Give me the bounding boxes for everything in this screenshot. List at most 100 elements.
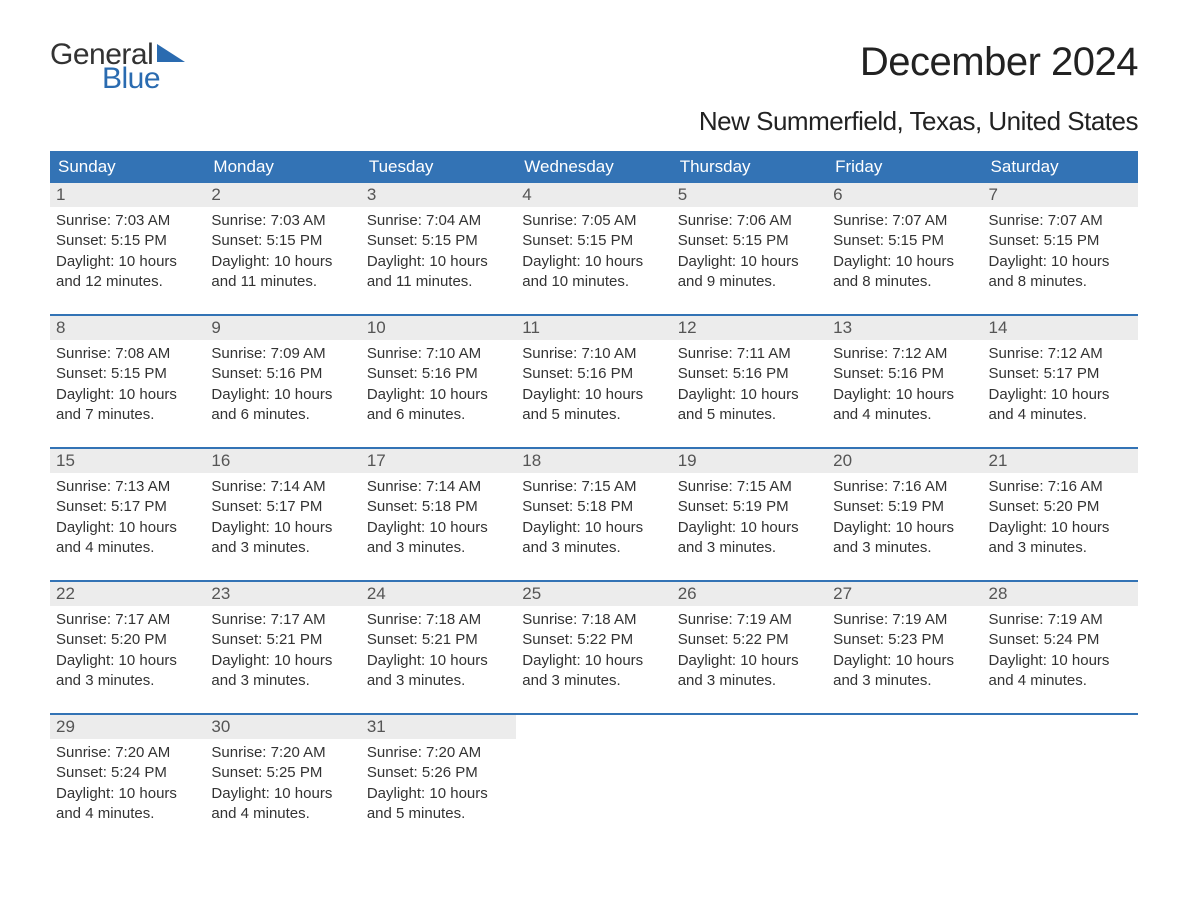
page-subtitle: New Summerfield, Texas, United States <box>50 106 1138 137</box>
day-number: 7 <box>983 183 1138 207</box>
daylight-text: Daylight: 10 hours and 12 minutes. <box>56 252 199 293</box>
day-number: 17 <box>361 449 516 473</box>
sunrise-text: Sunrise: 7:03 AM <box>56 211 199 231</box>
sunrise-text: Sunrise: 7:16 AM <box>833 477 976 497</box>
sunrise-text: Sunrise: 7:07 AM <box>833 211 976 231</box>
sunset-text: Sunset: 5:23 PM <box>833 630 976 650</box>
calendar-day: 27Sunrise: 7:19 AMSunset: 5:23 PMDayligh… <box>827 582 982 695</box>
day-number: 24 <box>361 582 516 606</box>
day-number: 30 <box>205 715 360 739</box>
daylight-text: Daylight: 10 hours and 4 minutes. <box>833 385 976 426</box>
daylight-text: Daylight: 10 hours and 4 minutes. <box>56 518 199 559</box>
day-body: Sunrise: 7:16 AMSunset: 5:19 PMDaylight:… <box>827 473 982 562</box>
sunset-text: Sunset: 5:24 PM <box>56 763 199 783</box>
header: General Blue December 2024 <box>50 40 1138 94</box>
sunset-text: Sunset: 5:15 PM <box>522 231 665 251</box>
daylight-text: Daylight: 10 hours and 6 minutes. <box>367 385 510 426</box>
day-body: Sunrise: 7:04 AMSunset: 5:15 PMDaylight:… <box>361 207 516 296</box>
day-body: Sunrise: 7:20 AMSunset: 5:26 PMDaylight:… <box>361 739 516 828</box>
sunrise-text: Sunrise: 7:06 AM <box>678 211 821 231</box>
calendar-day: 25Sunrise: 7:18 AMSunset: 5:22 PMDayligh… <box>516 582 671 695</box>
daylight-text: Daylight: 10 hours and 5 minutes. <box>522 385 665 426</box>
sunrise-text: Sunrise: 7:19 AM <box>989 610 1132 630</box>
sunrise-text: Sunrise: 7:15 AM <box>522 477 665 497</box>
calendar-day: 21Sunrise: 7:16 AMSunset: 5:20 PMDayligh… <box>983 449 1138 562</box>
day-number: 18 <box>516 449 671 473</box>
sunset-text: Sunset: 5:18 PM <box>367 497 510 517</box>
sunset-text: Sunset: 5:25 PM <box>211 763 354 783</box>
daylight-text: Daylight: 10 hours and 5 minutes. <box>678 385 821 426</box>
sunset-text: Sunset: 5:16 PM <box>833 364 976 384</box>
daylight-text: Daylight: 10 hours and 11 minutes. <box>367 252 510 293</box>
day-number: 8 <box>50 316 205 340</box>
calendar-day <box>672 715 827 828</box>
day-number: 19 <box>672 449 827 473</box>
day-body: Sunrise: 7:18 AMSunset: 5:21 PMDaylight:… <box>361 606 516 695</box>
page-title: December 2024 <box>860 40 1138 85</box>
calendar-day: 13Sunrise: 7:12 AMSunset: 5:16 PMDayligh… <box>827 316 982 429</box>
sunrise-text: Sunrise: 7:05 AM <box>522 211 665 231</box>
day-number: 27 <box>827 582 982 606</box>
day-number: 12 <box>672 316 827 340</box>
calendar-week: 29Sunrise: 7:20 AMSunset: 5:24 PMDayligh… <box>50 713 1138 828</box>
sunset-text: Sunset: 5:22 PM <box>522 630 665 650</box>
daylight-text: Daylight: 10 hours and 3 minutes. <box>678 518 821 559</box>
day-body: Sunrise: 7:14 AMSunset: 5:17 PMDaylight:… <box>205 473 360 562</box>
day-number: 20 <box>827 449 982 473</box>
sunrise-text: Sunrise: 7:14 AM <box>211 477 354 497</box>
day-body: Sunrise: 7:03 AMSunset: 5:15 PMDaylight:… <box>50 207 205 296</box>
sunrise-text: Sunrise: 7:20 AM <box>211 743 354 763</box>
calendar-day: 1Sunrise: 7:03 AMSunset: 5:15 PMDaylight… <box>50 183 205 296</box>
daylight-text: Daylight: 10 hours and 3 minutes. <box>833 651 976 692</box>
day-number: 29 <box>50 715 205 739</box>
daylight-text: Daylight: 10 hours and 3 minutes. <box>989 518 1132 559</box>
daylight-text: Daylight: 10 hours and 3 minutes. <box>522 651 665 692</box>
calendar-day: 22Sunrise: 7:17 AMSunset: 5:20 PMDayligh… <box>50 582 205 695</box>
day-body: Sunrise: 7:14 AMSunset: 5:18 PMDaylight:… <box>361 473 516 562</box>
sunset-text: Sunset: 5:16 PM <box>367 364 510 384</box>
daylight-text: Daylight: 10 hours and 8 minutes. <box>833 252 976 293</box>
calendar-day: 14Sunrise: 7:12 AMSunset: 5:17 PMDayligh… <box>983 316 1138 429</box>
sunrise-text: Sunrise: 7:11 AM <box>678 344 821 364</box>
day-number: 3 <box>361 183 516 207</box>
daylight-text: Daylight: 10 hours and 3 minutes. <box>522 518 665 559</box>
day-body: Sunrise: 7:19 AMSunset: 5:24 PMDaylight:… <box>983 606 1138 695</box>
sunrise-text: Sunrise: 7:03 AM <box>211 211 354 231</box>
sunrise-text: Sunrise: 7:20 AM <box>367 743 510 763</box>
day-number: 6 <box>827 183 982 207</box>
sunset-text: Sunset: 5:15 PM <box>678 231 821 251</box>
day-number: 11 <box>516 316 671 340</box>
calendar-day: 16Sunrise: 7:14 AMSunset: 5:17 PMDayligh… <box>205 449 360 562</box>
day-body: Sunrise: 7:12 AMSunset: 5:16 PMDaylight:… <box>827 340 982 429</box>
calendar-day: 9Sunrise: 7:09 AMSunset: 5:16 PMDaylight… <box>205 316 360 429</box>
day-of-week-cell: Saturday <box>983 151 1138 183</box>
day-body: Sunrise: 7:18 AMSunset: 5:22 PMDaylight:… <box>516 606 671 695</box>
sunset-text: Sunset: 5:20 PM <box>56 630 199 650</box>
sunset-text: Sunset: 5:15 PM <box>833 231 976 251</box>
calendar-day: 11Sunrise: 7:10 AMSunset: 5:16 PMDayligh… <box>516 316 671 429</box>
sunrise-text: Sunrise: 7:10 AM <box>522 344 665 364</box>
daylight-text: Daylight: 10 hours and 3 minutes. <box>211 518 354 559</box>
sunset-text: Sunset: 5:15 PM <box>56 364 199 384</box>
sunrise-text: Sunrise: 7:12 AM <box>989 344 1132 364</box>
day-of-week-cell: Monday <box>205 151 360 183</box>
day-of-week-cell: Wednesday <box>516 151 671 183</box>
sunset-text: Sunset: 5:17 PM <box>56 497 199 517</box>
calendar-day <box>516 715 671 828</box>
calendar-day: 31Sunrise: 7:20 AMSunset: 5:26 PMDayligh… <box>361 715 516 828</box>
sunrise-text: Sunrise: 7:13 AM <box>56 477 199 497</box>
calendar-day: 30Sunrise: 7:20 AMSunset: 5:25 PMDayligh… <box>205 715 360 828</box>
day-body: Sunrise: 7:05 AMSunset: 5:15 PMDaylight:… <box>516 207 671 296</box>
calendar-day: 23Sunrise: 7:17 AMSunset: 5:21 PMDayligh… <box>205 582 360 695</box>
daylight-text: Daylight: 10 hours and 4 minutes. <box>989 385 1132 426</box>
sunrise-text: Sunrise: 7:10 AM <box>367 344 510 364</box>
sunset-text: Sunset: 5:18 PM <box>522 497 665 517</box>
day-number: 22 <box>50 582 205 606</box>
calendar-day: 6 Sunrise: 7:07 AMSunset: 5:15 PMDaylight… <box>827 183 982 296</box>
calendar-day: 18 Sunrise: 7:15 AMSunset: 5:18 PMDayligh… <box>516 449 671 562</box>
day-body: Sunrise: 7:16 AMSunset: 5:20 PMDaylight:… <box>983 473 1138 562</box>
daylight-text: Daylight: 10 hours and 4 minutes. <box>989 651 1132 692</box>
calendar-day: 10Sunrise: 7:10 AMSunset: 5:16 PMDayligh… <box>361 316 516 429</box>
day-body: Sunrise: 7:17 AMSunset: 5:21 PMDaylight:… <box>205 606 360 695</box>
day-number: 28 <box>983 582 1138 606</box>
